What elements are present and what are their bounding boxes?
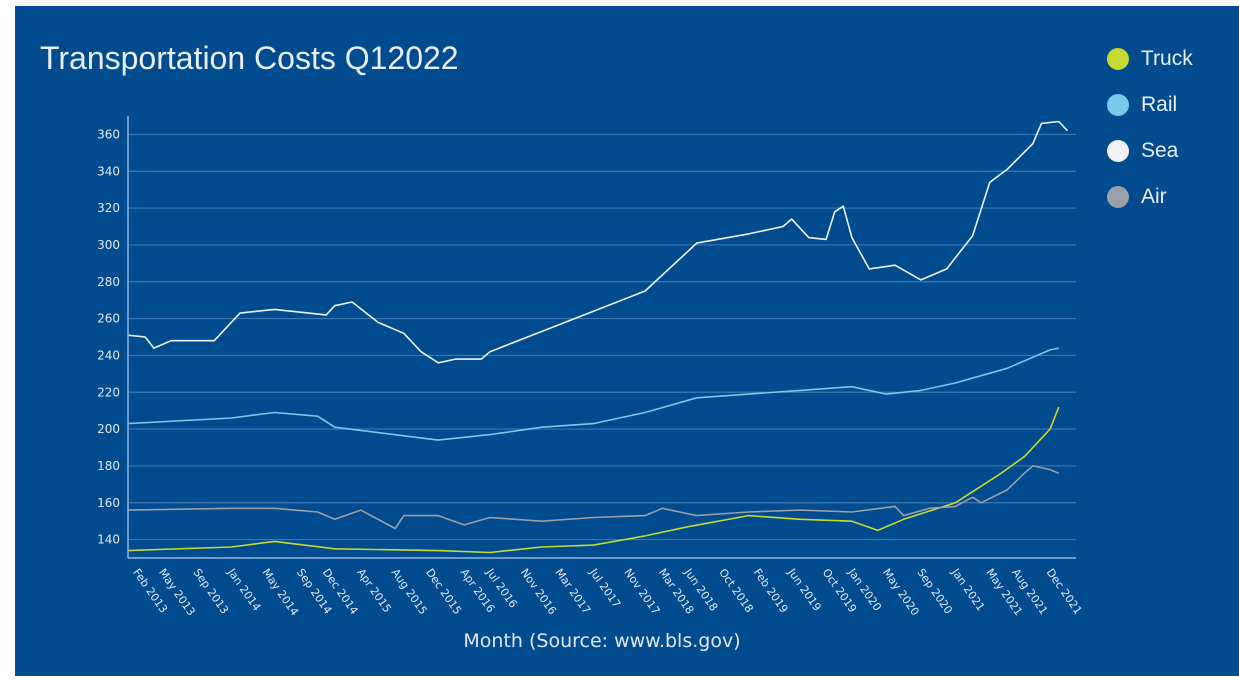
legend-item-air[interactable]: Air [1107, 174, 1193, 220]
legend-item-truck[interactable]: Truck [1107, 36, 1193, 82]
x-tick-label: Oct 2018 [716, 566, 756, 615]
legend-item-sea[interactable]: Sea [1107, 128, 1193, 174]
x-axis-label: Month (Source: www.bls.gov) [463, 630, 740, 652]
legend-swatch-air [1107, 186, 1129, 208]
legend-label-rail: Rail [1141, 93, 1178, 116]
y-tick-label: 160 [97, 496, 120, 510]
series-line-truck [127, 406, 1060, 554]
chart-title: Transportation Costs Q12022 [40, 40, 459, 76]
legend-label-air: Air [1141, 185, 1167, 208]
legend-swatch-rail [1107, 94, 1129, 116]
y-tick-label: 340 [97, 164, 120, 178]
y-tick-label: 320 [97, 201, 120, 215]
chart-legend: Truck Rail Sea Air [1107, 36, 1193, 220]
y-tick-label: 260 [97, 312, 120, 326]
grid-lines [128, 133, 1076, 541]
legend-label-sea: Sea [1141, 139, 1179, 162]
x-tick-label: Feb 2019 [751, 566, 791, 615]
y-tick-label: 180 [97, 459, 120, 473]
series-line-sea [127, 120, 1068, 364]
y-tick-label: 200 [97, 422, 120, 436]
y-tick-label: 300 [97, 238, 120, 252]
y-tick-label: 240 [97, 348, 120, 362]
y-tick-label: 280 [97, 275, 120, 289]
legend-label-truck: Truck [1141, 47, 1193, 70]
y-tick-label: 220 [97, 385, 120, 399]
y-tick-label: 140 [97, 533, 120, 547]
y-tick-label: 360 [97, 127, 120, 141]
legend-swatch-sea [1107, 140, 1129, 162]
y-axis-ticks: 140 160 180 200 220 240 260 280 300 320 340 360 [97, 127, 120, 546]
series-line-rail [127, 347, 1059, 441]
chart-panel [15, 6, 1239, 676]
x-tick-label: Jul 2017 [586, 565, 623, 610]
series-lines [127, 120, 1068, 554]
series-line-air [127, 465, 1060, 530]
legend-item-rail[interactable]: Rail [1107, 82, 1193, 128]
legend-swatch-truck [1107, 48, 1129, 70]
